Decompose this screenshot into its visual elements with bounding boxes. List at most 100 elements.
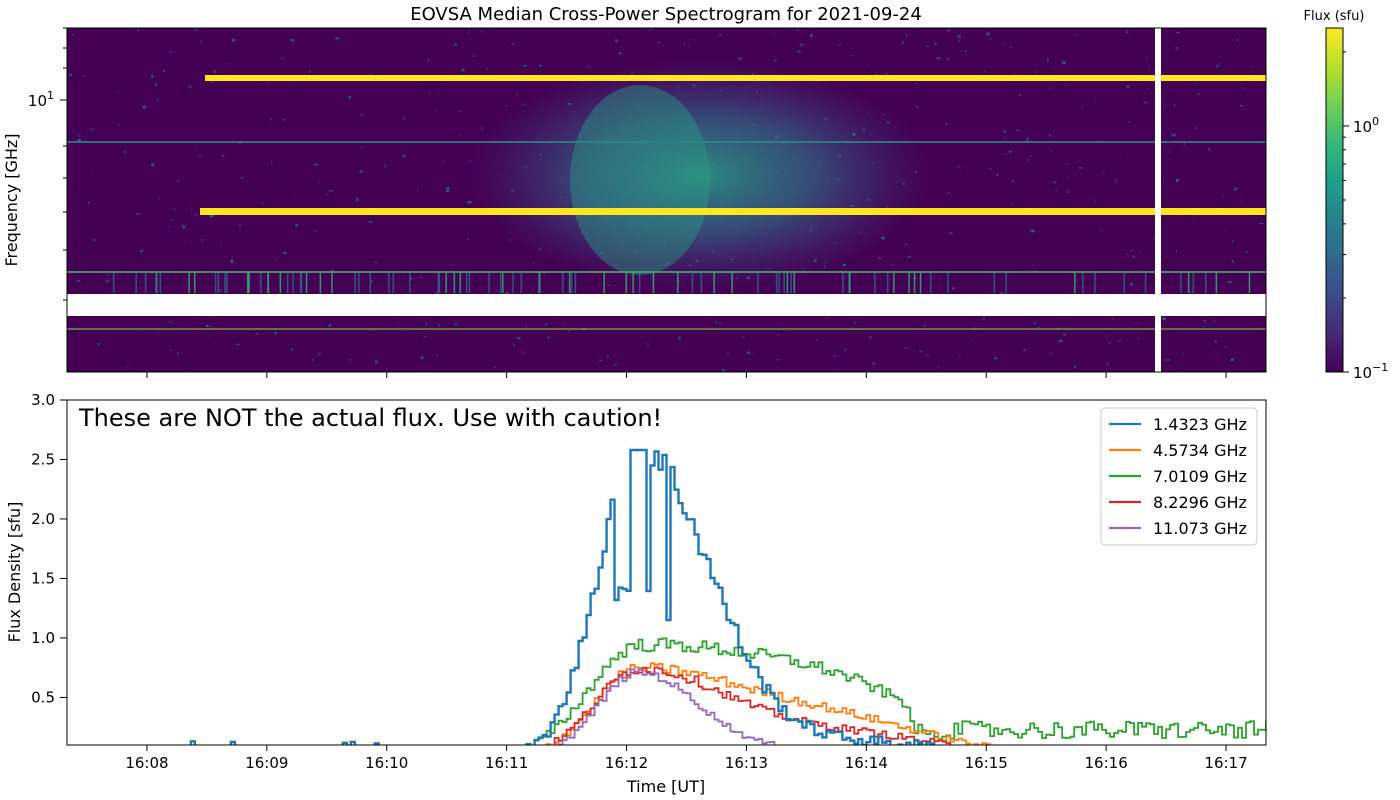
noise-pixel	[368, 221, 373, 223]
spike-line	[913, 273, 916, 293]
spike-line	[638, 273, 641, 293]
spike-line	[757, 273, 759, 293]
noise-pixel	[137, 29, 139, 32]
noise-pixel	[125, 367, 129, 369]
x-tick-label: 16:08	[125, 754, 168, 772]
noise-pixel	[1171, 133, 1176, 137]
noise-pixel	[165, 209, 167, 211]
noise-pixel	[446, 187, 450, 190]
noise-pixel	[190, 240, 193, 242]
noise-pixel	[1101, 172, 1106, 174]
spike-line	[248, 273, 250, 293]
noise-pixel	[157, 331, 160, 334]
noise-pixel	[1008, 150, 1012, 153]
noise-pixel	[210, 325, 214, 328]
spike-line	[1005, 273, 1007, 293]
noise-pixel	[588, 66, 590, 68]
noise-pixel	[513, 343, 516, 347]
noise-pixel	[997, 173, 999, 177]
noise-pixel	[1213, 351, 1217, 353]
colorbar-ticks: 100 10−1	[1343, 51, 1388, 382]
noise-pixel	[915, 82, 918, 84]
noise-pixel	[688, 45, 690, 47]
noise-pixel	[461, 68, 465, 72]
spike-line	[247, 273, 249, 293]
noise-pixel	[496, 290, 499, 292]
noise-pixel	[486, 68, 489, 70]
noise-pixel	[1074, 34, 1078, 36]
noise-pixel	[87, 201, 90, 204]
spike-line	[409, 273, 411, 293]
noise-pixel	[523, 65, 527, 67]
spike-line	[354, 273, 356, 293]
noise-pixel	[1230, 358, 1234, 361]
noise-pixel	[370, 329, 375, 332]
noise-pixel	[414, 284, 417, 287]
noise-pixel	[967, 172, 970, 174]
noise-pixel	[878, 257, 881, 260]
x-tick-label: 16:09	[245, 754, 288, 772]
spike-line	[112, 273, 115, 293]
noise-pixel	[1239, 105, 1243, 107]
noise-pixel	[420, 356, 424, 360]
noise-pixel	[1027, 136, 1031, 138]
noise-pixel	[82, 74, 85, 78]
noise-pixel	[606, 355, 610, 358]
noise-pixel	[1233, 188, 1237, 191]
spike-line	[155, 273, 157, 293]
noise-pixel	[892, 264, 895, 266]
noise-pixel	[946, 58, 949, 61]
series-line	[545, 666, 952, 745]
noise-pixel	[1145, 56, 1149, 59]
noise-pixel	[809, 34, 813, 37]
y-tick-label: 2.0	[31, 510, 55, 528]
noise-pixel	[1224, 346, 1228, 348]
spike-line	[1248, 273, 1251, 293]
legend-label: 11.073 GHz	[1153, 519, 1247, 538]
spike-line	[466, 273, 468, 293]
noise-pixel	[1081, 106, 1083, 109]
noise-pixel	[777, 333, 779, 336]
noise-pixel	[1130, 283, 1133, 286]
spike-line	[468, 273, 471, 293]
noise-pixel	[360, 114, 364, 116]
noise-pixel	[335, 37, 340, 40]
noise-pixel	[1165, 58, 1169, 61]
lightcurve-x-ticks: 16:08 16:09 16:10 16:11 16:12 16:13 16:14 16:15…	[125, 745, 1248, 772]
noise-pixel	[1090, 198, 1093, 200]
noise-pixel	[1004, 135, 1007, 139]
spike-line	[793, 273, 795, 293]
noise-pixel	[290, 348, 294, 351]
noise-pixel	[1143, 101, 1148, 104]
noise-pixel	[78, 134, 81, 137]
noise-pixel	[719, 322, 722, 325]
colorbar-label: Flux (sfu)	[1304, 9, 1365, 24]
spike-line	[437, 273, 440, 293]
noise-pixel	[359, 170, 364, 173]
colorbar-tick-label: 10−1	[1353, 361, 1388, 382]
noise-pixel	[1214, 340, 1217, 343]
noise-pixel	[493, 366, 496, 368]
noise-pixel	[213, 70, 217, 73]
noise-pixel	[1238, 199, 1243, 202]
noise-pixel	[1236, 39, 1240, 41]
spike-line	[392, 273, 395, 293]
noise-pixel	[1099, 230, 1104, 232]
lightcurve-series	[189, 448, 1266, 745]
noise-pixel	[957, 35, 961, 39]
noise-pixel	[796, 50, 801, 53]
spike-line	[512, 273, 514, 293]
noise-pixel	[1245, 251, 1249, 253]
noise-pixel	[140, 287, 142, 289]
noise-pixel	[1002, 42, 1006, 44]
spike-line	[502, 273, 504, 293]
noise-pixel	[904, 243, 908, 246]
noise-pixel	[208, 335, 210, 337]
noise-pixel	[383, 164, 387, 168]
spike-line	[625, 273, 627, 293]
spike-line	[893, 273, 895, 293]
spike-line	[574, 273, 577, 293]
spike-line	[1094, 273, 1096, 293]
noise-pixel	[176, 320, 179, 323]
legend-items: 1.4323 GHz 4.5734 GHz 7.0109 GHz 8.2296 GHz…	[1109, 415, 1247, 538]
